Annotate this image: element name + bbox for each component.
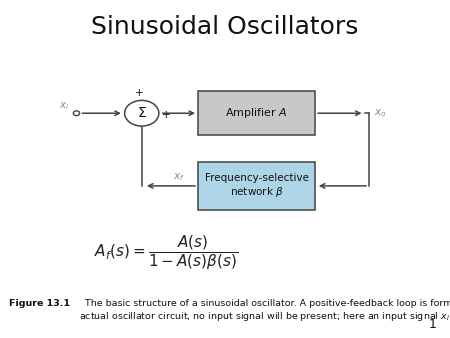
- Text: Figure 13.1: Figure 13.1: [9, 299, 70, 308]
- Text: The basic structure of a sinusoidal oscillator. A positive-feedback loop is form: The basic structure of a sinusoidal osci…: [79, 299, 450, 323]
- FancyBboxPatch shape: [198, 91, 315, 135]
- Text: $x_o$: $x_o$: [374, 107, 386, 119]
- Text: Sinusoidal Oscillators: Sinusoidal Oscillators: [91, 15, 359, 39]
- Text: $\Sigma$: $\Sigma$: [137, 105, 147, 120]
- Text: Frequency-selective
network $\beta$: Frequency-selective network $\beta$: [204, 173, 309, 199]
- Text: $A_f(s) = \dfrac{A(s)}{1 - A(s)\beta(s)}$: $A_f(s) = \dfrac{A(s)}{1 - A(s)\beta(s)}…: [94, 233, 239, 272]
- Text: +: +: [162, 110, 171, 120]
- FancyBboxPatch shape: [198, 162, 315, 210]
- Circle shape: [73, 111, 80, 116]
- Text: Amplifier $A$: Amplifier $A$: [225, 106, 288, 120]
- Text: +: +: [135, 88, 144, 98]
- Text: $x_i$: $x_i$: [59, 100, 70, 112]
- Text: $x_f$: $x_f$: [173, 171, 185, 183]
- Text: 1: 1: [428, 318, 436, 331]
- Circle shape: [125, 100, 159, 126]
